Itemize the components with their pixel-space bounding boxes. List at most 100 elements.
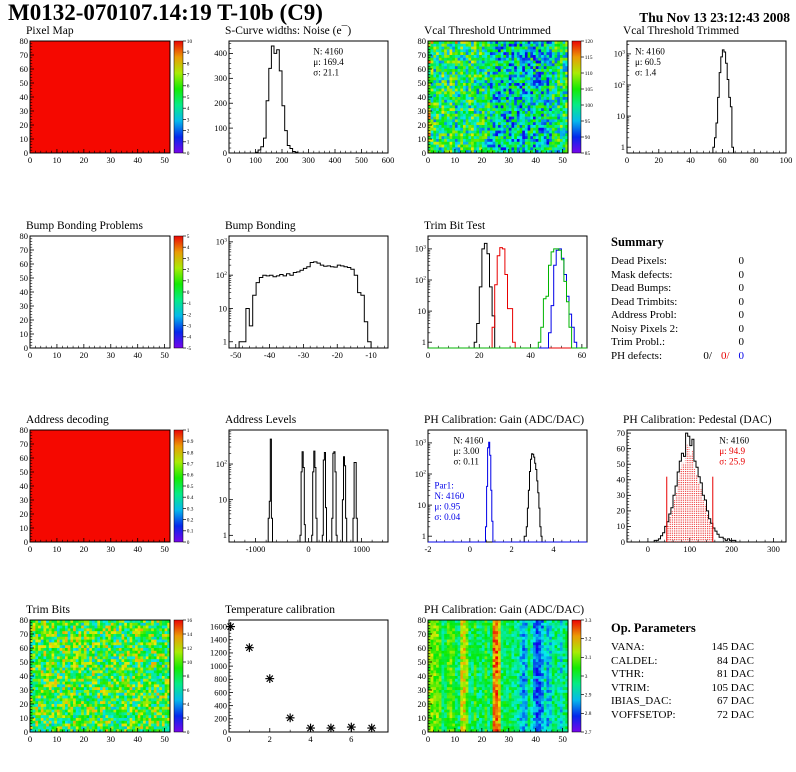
- plot-title: Vcal Threshold Untrimmed: [424, 25, 551, 37]
- svg-text:60: 60: [20, 453, 29, 463]
- svg-text:10: 10: [20, 329, 29, 339]
- svg-text:50: 50: [160, 544, 169, 554]
- svg-text:9: 9: [187, 50, 190, 56]
- svg-text:0.5: 0.5: [187, 484, 194, 490]
- svg-text:100: 100: [585, 103, 593, 109]
- svg-text:0.9: 0.9: [187, 439, 194, 445]
- svg-text:1: 1: [187, 428, 190, 434]
- svg-text:1: 1: [187, 140, 190, 146]
- svg-text:30: 30: [505, 155, 514, 165]
- svg-text:50: 50: [20, 273, 29, 283]
- svg-text:0: 0: [223, 148, 227, 158]
- svg-text:40: 40: [20, 481, 29, 491]
- svg-text:10: 10: [418, 500, 427, 510]
- summary-label: Dead Pixels:: [611, 255, 667, 267]
- summary-label: Noisy Pixels 2:: [611, 322, 679, 335]
- svg-text:10: 10: [219, 494, 228, 504]
- plot-pixel-map: Pixel Map 0 10 20 30 40 50 0 10 20 30 40 50 60 70 80 10…: [0, 25, 199, 175]
- svg-text:N: 4160: N: 4160: [313, 47, 343, 57]
- plot-title: Bump Bonding Problems: [26, 220, 143, 232]
- svg-text:30: 30: [107, 544, 116, 554]
- svg-text:0: 0: [625, 155, 629, 165]
- svg-text:1: 1: [223, 337, 227, 347]
- svg-text:10: 10: [53, 350, 62, 360]
- plot-title: PH Calibration: Gain (ADC/DAC): [424, 604, 585, 616]
- svg-text:200: 200: [725, 544, 738, 554]
- svg-text:0: 0: [187, 290, 190, 296]
- svg-text:10: 10: [53, 155, 62, 165]
- svg-text:20: 20: [20, 315, 29, 325]
- op-parameter-row: VTHR: 81 DAC: [611, 668, 754, 682]
- svg-text:10: 10: [187, 39, 193, 45]
- svg-text:20: 20: [80, 155, 89, 165]
- svg-text:20: 20: [475, 350, 484, 360]
- svg-text:1: 1: [223, 530, 227, 540]
- svg-text:μ: 94.9: μ: 94.9: [719, 446, 745, 456]
- svg-text:102: 102: [216, 270, 228, 280]
- svg-text:0.3: 0.3: [187, 506, 194, 512]
- svg-text:0: 0: [646, 544, 650, 554]
- svg-text:8: 8: [187, 61, 190, 67]
- svg-text:40: 40: [20, 92, 29, 102]
- summary-row: Noisy Pixels 2: 0: [611, 323, 744, 337]
- svg-text:90: 90: [585, 135, 591, 141]
- svg-text:40: 40: [20, 287, 29, 297]
- svg-text:20: 20: [655, 155, 664, 165]
- address-decoding-plot: 0 10 20 30 40 50 0 10 20 30 40 50 60 70 80 1 0.9 0.8 0.7 0.…: [20, 427, 194, 554]
- svg-text:102: 102: [415, 275, 427, 285]
- svg-text:σ: 21.1: σ: 21.1: [313, 68, 339, 78]
- svg-text:0: 0: [422, 148, 426, 158]
- svg-text:20: 20: [20, 509, 29, 519]
- op-parameters-panel: Op. Parameters VANA: 145 DAC CALDEL: 84 DA…: [597, 604, 796, 754]
- svg-text:N: 4160: N: 4160: [453, 436, 483, 446]
- svg-text:0: 0: [28, 155, 32, 165]
- svg-text:0: 0: [28, 350, 32, 360]
- svg-text:10: 10: [418, 134, 427, 144]
- plot-vcal-trimmed: Vcal Threshold Trimmed 0 20 40 60 80 100 1 10 10…: [597, 25, 796, 175]
- op-label: VOFFSETOP:: [611, 708, 676, 721]
- ph-defect-value: 0/: [720, 349, 730, 362]
- summary-label: Address Probl:: [611, 309, 677, 321]
- svg-text:-10: -10: [365, 350, 376, 360]
- svg-text:N: 4160: N: 4160: [719, 436, 749, 446]
- op-parameter-row: VANA: 145 DAC: [611, 641, 754, 655]
- summary-value: 0: [738, 309, 745, 321]
- timestamp: Thu Nov 13 23:12:43 2008: [639, 10, 790, 25]
- svg-text:60: 60: [418, 64, 427, 74]
- svg-text:20: 20: [80, 350, 89, 360]
- svg-text:40: 40: [526, 350, 535, 360]
- summary-value: 0: [738, 268, 745, 281]
- svg-text:110: 110: [585, 71, 593, 77]
- svg-text:50: 50: [160, 155, 169, 165]
- svg-text:102: 102: [415, 469, 427, 479]
- plot-title: Trim Bits: [26, 604, 71, 616]
- svg-text:μ: 169.4: μ: 169.4: [313, 57, 344, 67]
- svg-text:400: 400: [329, 155, 342, 165]
- svg-text:40: 40: [133, 544, 142, 554]
- svg-text:6: 6: [187, 84, 190, 90]
- address-levels-plot: -1000 0 1000 1 10 102: [216, 429, 389, 554]
- plot-title: Bump Bonding: [225, 220, 296, 232]
- svg-text:30: 30: [20, 106, 29, 116]
- svg-text:3: 3: [187, 117, 190, 123]
- svg-text:-50: -50: [230, 350, 241, 360]
- svg-text:70: 70: [20, 439, 29, 449]
- svg-text:2: 2: [510, 544, 514, 554]
- svg-text:95: 95: [585, 119, 591, 125]
- svg-text:40: 40: [133, 155, 142, 165]
- svg-text:50: 50: [20, 78, 29, 88]
- op-parameter-row: VOFFSETOP: 72 DAC: [611, 709, 754, 723]
- svg-text:30: 30: [107, 155, 116, 165]
- svg-text:1: 1: [621, 142, 625, 152]
- summary-value: 0: [738, 336, 745, 348]
- svg-text:0: 0: [426, 155, 430, 165]
- svg-text:80: 80: [20, 233, 29, 241]
- svg-text:300: 300: [302, 155, 315, 165]
- plot-ph-gain-hist: PH Calibration: Gain (ADC/DAC) -2 0 2 4 1 10 1…: [398, 414, 597, 564]
- svg-text:0.1: 0.1: [187, 529, 194, 535]
